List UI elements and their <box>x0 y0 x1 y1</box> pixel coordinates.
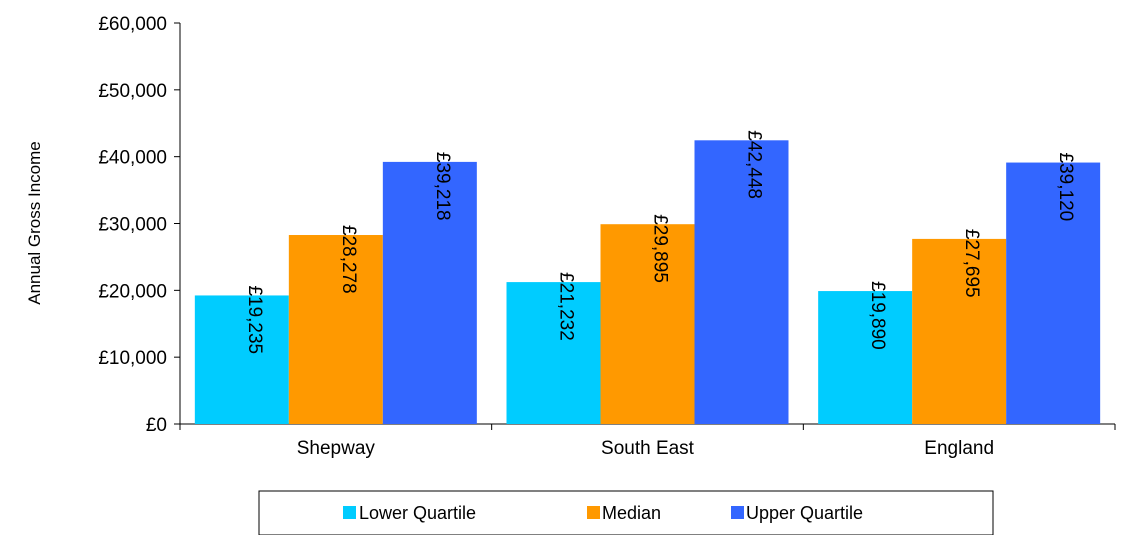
bar <box>382 161 477 424</box>
y-tick-label: £40,000 <box>98 148 167 169</box>
bar <box>194 295 289 424</box>
bar <box>694 140 789 425</box>
bar-value-label: £27,695 <box>961 229 982 298</box>
bar <box>1006 162 1101 424</box>
bar-value-label: £21,232 <box>556 272 577 341</box>
y-tick-label: £20,000 <box>98 281 167 302</box>
bar-value-label: £28,278 <box>338 225 359 294</box>
bar <box>600 224 695 424</box>
bar <box>912 238 1007 424</box>
x-category-label: South East <box>601 438 695 459</box>
bar-value-label: £19,235 <box>244 285 265 354</box>
bar <box>288 235 383 424</box>
x-ticks: Shepway South East England <box>179 424 1116 459</box>
bar-value-label: £42,448 <box>744 130 765 199</box>
y-tick-label: £50,000 <box>98 81 167 102</box>
bars <box>194 140 1101 425</box>
legend: Lower Quartile Median Upper Quartile <box>258 490 994 535</box>
legend-label: Lower Quartile <box>359 503 476 523</box>
bar-value-label: £39,218 <box>432 152 453 221</box>
y-tick-label: £60,000 <box>98 14 167 35</box>
bar <box>818 291 913 424</box>
y-tick-label: £30,000 <box>98 215 167 236</box>
bar-value-label: £19,890 <box>867 281 888 350</box>
bar-value-label: £39,120 <box>1055 153 1076 222</box>
y-tick-label: £0 <box>146 415 167 436</box>
legend-swatch <box>343 506 356 519</box>
x-category-label: England <box>924 438 994 459</box>
legend-label: Upper Quartile <box>746 503 863 523</box>
legend-swatch <box>731 506 744 519</box>
legend-swatch <box>587 506 600 519</box>
bar-value-label: £29,895 <box>650 214 671 283</box>
y-ticks: £0 £10,000 £20,000 £30,000 £40,000 £50,000 £60… <box>98 14 180 436</box>
y-axis-title: Annual Gross Income <box>25 141 44 304</box>
data-labels: £19,235 £28,278 £39,218 £21,232 £29,895 £42,4… <box>244 130 1076 354</box>
y-tick-label: £10,000 <box>98 348 167 369</box>
legend-label: Median <box>602 503 661 523</box>
bar <box>506 282 601 424</box>
legend-items: Lower Quartile Median Upper Quartile <box>343 503 863 523</box>
x-category-label: Shepway <box>297 438 376 459</box>
legend-box <box>258 490 994 535</box>
